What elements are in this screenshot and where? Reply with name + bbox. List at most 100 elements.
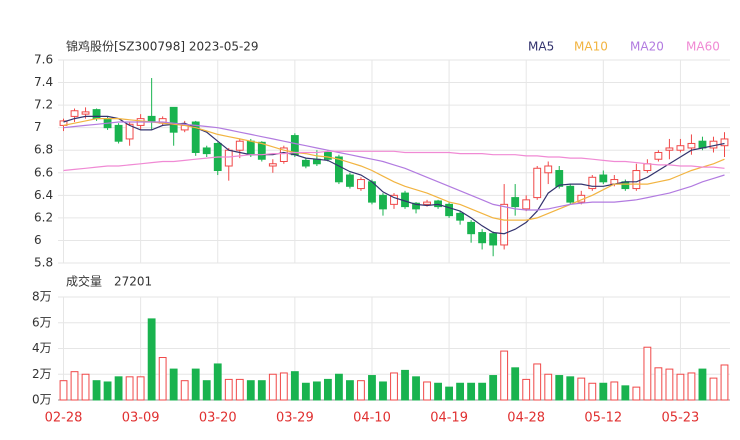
volume-bar bbox=[610, 381, 619, 401]
volume-bar bbox=[665, 368, 674, 401]
candle-body bbox=[390, 194, 398, 205]
volume-bar bbox=[412, 376, 420, 401]
candle-body bbox=[566, 185, 575, 203]
y-tick-label: 7.2 bbox=[34, 98, 53, 112]
volume-bar bbox=[81, 373, 90, 401]
candle-body bbox=[323, 151, 332, 160]
volume-bar bbox=[577, 377, 586, 401]
volume-bar bbox=[456, 382, 465, 401]
x-tick-label: 03-20 bbox=[199, 411, 237, 426]
volume-bar bbox=[588, 382, 597, 401]
x-tick-label: 05-23 bbox=[662, 411, 700, 426]
volume-bar bbox=[70, 371, 79, 401]
volume-bar bbox=[676, 373, 685, 401]
volume-bar bbox=[390, 372, 398, 401]
candle-body bbox=[665, 147, 674, 151]
volume-bar bbox=[500, 350, 509, 401]
candle-body bbox=[643, 163, 652, 172]
volume-bar bbox=[357, 380, 365, 401]
candle-body bbox=[279, 147, 288, 162]
volume-bar bbox=[599, 382, 608, 401]
candle-body bbox=[346, 174, 354, 187]
candle-body bbox=[555, 170, 564, 187]
candle-body bbox=[379, 194, 387, 210]
candle-body bbox=[125, 123, 134, 140]
volume-bar bbox=[213, 363, 222, 401]
volume-bar bbox=[522, 378, 531, 401]
volume-bar bbox=[423, 381, 431, 401]
candle-body bbox=[434, 200, 442, 208]
y-tick-label: 5.8 bbox=[34, 256, 53, 270]
volume-latest: 27201 bbox=[114, 275, 152, 289]
candle-body bbox=[70, 110, 79, 117]
volume-bar bbox=[323, 378, 332, 401]
volume-bar bbox=[555, 375, 564, 401]
candle-body bbox=[511, 197, 520, 208]
ma-line bbox=[63, 115, 725, 235]
candle-body bbox=[500, 203, 509, 246]
volume-bar bbox=[290, 371, 299, 401]
candle-body bbox=[368, 181, 376, 203]
x-tick-label: 04-10 bbox=[353, 411, 391, 426]
ma-line bbox=[63, 118, 725, 221]
volume-bar bbox=[632, 386, 641, 401]
candle-body bbox=[478, 232, 487, 244]
volume-bar bbox=[169, 368, 178, 401]
candle-body bbox=[412, 202, 420, 210]
ma-line bbox=[63, 150, 725, 172]
x-tick-label: 04-28 bbox=[507, 411, 545, 426]
candle-body bbox=[202, 147, 211, 155]
volume-bar bbox=[125, 376, 134, 401]
y-tick-label: 4万 bbox=[32, 341, 52, 355]
volume-bar bbox=[654, 367, 663, 401]
y-tick-label: 8万 bbox=[32, 290, 52, 304]
y-tick-label: 0万 bbox=[32, 393, 52, 407]
volume-bar bbox=[621, 385, 630, 401]
volume-bar bbox=[257, 380, 266, 401]
candle-body bbox=[335, 156, 343, 183]
volume-bar bbox=[511, 367, 520, 401]
volume-bar bbox=[114, 376, 123, 401]
volume-bar bbox=[566, 376, 575, 401]
y-tick-label: 6 bbox=[34, 233, 42, 247]
legend-entry: MA5 bbox=[528, 40, 554, 54]
volume-bar bbox=[246, 380, 255, 401]
legend-entry: MA60 bbox=[686, 40, 720, 54]
candle-body bbox=[632, 170, 641, 190]
volume-bar bbox=[191, 368, 200, 401]
candle-body bbox=[709, 140, 718, 149]
candle-body bbox=[687, 142, 696, 149]
candle-body bbox=[544, 165, 553, 174]
candle-body bbox=[423, 201, 431, 205]
volume-bar bbox=[268, 373, 277, 401]
candle-body bbox=[489, 233, 498, 246]
volume-bar bbox=[643, 346, 652, 401]
x-tick-label: 03-29 bbox=[276, 411, 314, 426]
candle-body bbox=[599, 174, 608, 183]
y-tick-label: 7.6 bbox=[34, 53, 53, 67]
legend-entry: MA20 bbox=[630, 40, 664, 54]
candle-body bbox=[191, 121, 200, 153]
candle-body bbox=[224, 149, 233, 167]
legend-entry: MA10 bbox=[574, 40, 608, 54]
volume-bar bbox=[92, 380, 101, 401]
x-tick-label: 03-09 bbox=[122, 411, 160, 426]
volume-bar bbox=[368, 375, 376, 401]
candle-body bbox=[169, 106, 178, 133]
volume-bar bbox=[445, 386, 453, 401]
volume-bar bbox=[401, 369, 409, 401]
volume-bar bbox=[379, 381, 387, 401]
x-tick-label: 05-12 bbox=[584, 411, 622, 426]
volume-bar bbox=[478, 382, 487, 401]
candle-body bbox=[720, 138, 729, 147]
candle-body bbox=[654, 151, 663, 160]
volume-bar bbox=[301, 382, 310, 401]
candle-body bbox=[246, 140, 255, 156]
volume-bar bbox=[235, 378, 244, 401]
volume-bar bbox=[720, 364, 729, 401]
volume-bar bbox=[335, 373, 343, 401]
ma-line bbox=[63, 121, 725, 211]
x-tick-label: 02-28 bbox=[45, 411, 83, 426]
candle-body bbox=[147, 115, 156, 122]
volume-bar bbox=[709, 377, 718, 401]
